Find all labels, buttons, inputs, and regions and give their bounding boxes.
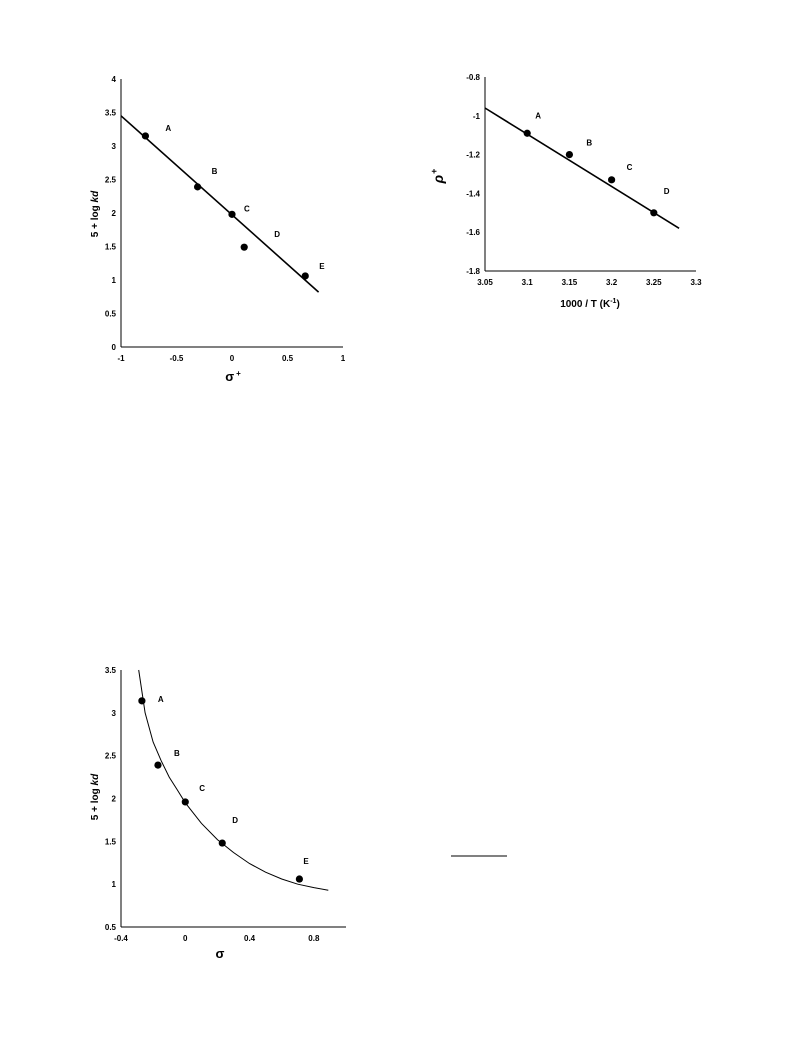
point-label-d: D [232, 816, 238, 825]
y-tick-label: -1.6 [466, 228, 480, 237]
data-point-c [181, 798, 189, 806]
point-label-a: A [165, 124, 171, 133]
y-tick-label: -1 [473, 112, 481, 121]
chart-3-y-tick-labels: 0.5 1 1.5 2 2.5 3 3.5 [105, 666, 117, 932]
x-tick-label: 3.15 [562, 278, 578, 287]
chart-2-axes [484, 77, 696, 272]
chart-2-points: A B C D [523, 111, 670, 217]
chart-1-x-tick-labels: -1 -0.5 0 0.5 1 [117, 354, 345, 363]
chart-2-y-axis-label: ρ+ [429, 169, 446, 185]
chart-3-axes [120, 670, 346, 928]
point-label-c: C [627, 163, 633, 172]
y-tick-label: -1.4 [466, 189, 480, 198]
chart-1-fit-line [120, 115, 320, 293]
y-tick-label: 1.5 [105, 243, 117, 252]
fit-curve [138, 669, 329, 891]
y-tick-label: 0 [112, 343, 117, 352]
x-tick-label: 0.8 [308, 934, 320, 943]
x-tick-label: -0.4 [114, 934, 128, 943]
y-tick-label: 0.5 [105, 310, 117, 319]
y-tick-label: 2.5 [105, 176, 117, 185]
x-tick-label: -0.5 [170, 354, 184, 363]
data-point-a [141, 132, 150, 140]
chart-1-y-axis-label: 5 + log kd [90, 190, 101, 237]
x-tick-label: 0 [230, 354, 235, 363]
chart-2-x-tick-labels: 3.05 3.1 3.15 3.2 3.25 3.3 [477, 278, 702, 287]
data-point-b [193, 183, 202, 191]
x-tick-label: 1 [341, 354, 346, 363]
y-tick-label: -1.2 [466, 151, 480, 160]
x-tick-label: -1 [117, 354, 125, 363]
point-label-b: B [586, 139, 592, 148]
chart-3-x-tick-labels: -0.4 0 0.4 0.8 [114, 934, 320, 943]
chart-2-y-tick-labels: -1.8 -1.6 -1.4 -1.2 -1 -0.8 [466, 73, 480, 276]
point-label-e: E [319, 262, 325, 271]
chart-2: 3.05 3.1 3.15 3.2 3.25 3.3 -1.8-1.6-1.4-1.2-1… [429, 73, 702, 310]
y-tick-label: 0.5 [105, 923, 117, 932]
x-tick-label: 0.5 [282, 354, 294, 363]
x-tick-label: 3.25 [646, 278, 662, 287]
data-point-d [650, 209, 658, 217]
y-tick-label: -0.8 [466, 73, 480, 82]
y-tick-label: 1 [112, 880, 117, 889]
y-tick-label: 3 [112, 142, 117, 151]
point-label-b: B [174, 749, 180, 758]
data-point-a [523, 129, 531, 137]
x-tick-label: 0.4 [244, 934, 256, 943]
data-point-a [138, 697, 146, 705]
chart-2-x-axis-label: 1000 / T (K-1) [560, 298, 620, 310]
fit-line [120, 115, 320, 293]
data-point-e [301, 272, 309, 280]
chart-1-x-axis-label: σ + [225, 369, 241, 384]
data-point-d [240, 243, 248, 251]
y-tick-label: 3.5 [105, 109, 117, 118]
y-tick-label: 1.5 [105, 837, 117, 846]
point-label-a: A [158, 695, 164, 704]
point-label-c: C [199, 784, 205, 793]
y-tick-label: -1.8 [466, 267, 480, 276]
x-tick-label: 3.2 [606, 278, 618, 287]
y-tick-label: 2 [112, 209, 117, 218]
y-tick-label: 1 [112, 276, 117, 285]
y-tick-label: 2 [112, 795, 117, 804]
data-point-c [608, 176, 616, 184]
x-tick-label: 3.3 [690, 278, 702, 287]
chart-3-points: A B C D E [138, 695, 309, 883]
point-label-d: D [664, 187, 670, 196]
point-label-a: A [535, 111, 541, 120]
chart-1-y-tick-labels: 0 0.5 1 1.5 2 2.5 3 3.5 4 [105, 75, 117, 352]
chart-2-fit-line [484, 107, 680, 229]
fit-line [484, 107, 680, 229]
x-tick-label: 3.1 [522, 278, 534, 287]
y-tick-label: 2.5 [105, 752, 117, 761]
chart-3-x-axis-label: σ [216, 946, 225, 961]
y-tick-label: 4 [112, 75, 117, 84]
point-label-b: B [212, 167, 218, 176]
data-point-d [218, 839, 226, 847]
data-point-b [565, 151, 574, 159]
chart-1-axes [120, 79, 343, 348]
data-point-e [295, 875, 303, 883]
y-tick-label: 3 [112, 709, 117, 718]
point-label-e: E [303, 857, 309, 866]
chart-3-y-axis-label: 5 + log kd [90, 773, 101, 820]
x-tick-label: 0 [183, 934, 188, 943]
x-tick-label: 3.05 [477, 278, 493, 287]
chart-1: -1 -0.5 0 0.5 1 0 0.5 1 1.5 2 2.5 3 3.5 4 A B C D E σ + 5… [90, 75, 346, 384]
data-point-b [154, 761, 162, 769]
point-label-c: C [244, 204, 250, 213]
chart-3: -0.4 0 0.4 0.8 0.5 1 1.5 2 2.5 3 3.5 A B C D E σ 5 + … [90, 666, 346, 961]
chart-1-points: A B C D E [141, 124, 325, 280]
data-point-c [228, 210, 236, 218]
point-label-d: D [274, 230, 280, 239]
chart-3-fit-curve [138, 669, 329, 891]
y-tick-label: 3.5 [105, 666, 117, 675]
